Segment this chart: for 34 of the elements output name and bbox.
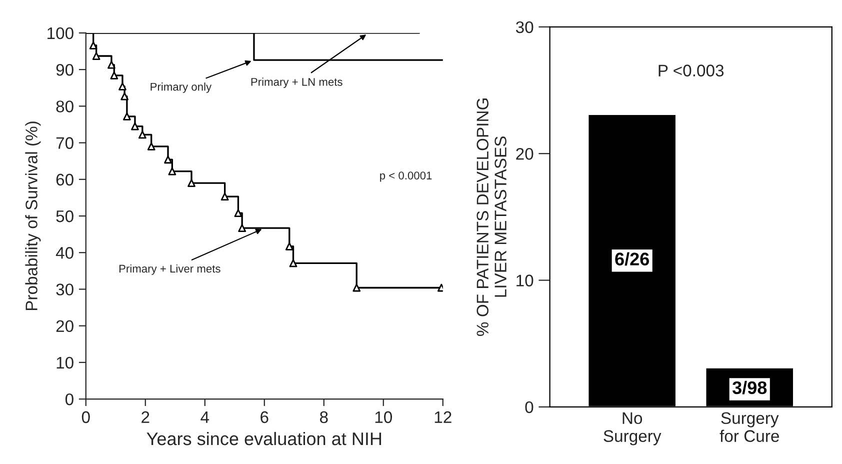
x-tick-label: 0 — [82, 411, 90, 424]
x-tick-label: Surgery for Cure — [720, 412, 779, 442]
y-axis-title: Probability of Survival (%) — [25, 122, 41, 310]
annotation: Primary + LN mets — [251, 78, 342, 88]
y-tick-label: 40 — [56, 247, 74, 259]
annotation: Primary + Liver mets — [119, 264, 220, 275]
annotation: P <0.003 — [658, 64, 724, 76]
x-tick-label: 10 — [375, 411, 392, 424]
y-tick-label: 20 — [516, 148, 534, 160]
y-tick-label: 70 — [56, 137, 74, 149]
y-tick-label: 20 — [56, 320, 74, 332]
y-axis-title: % OF PATIENTS DEVELOPING LIVER METASTASES — [476, 98, 506, 336]
y-tick-label: 100 — [48, 27, 74, 40]
annotation: p < 0.0001 — [380, 172, 432, 182]
y-tick-label: 10 — [56, 356, 74, 369]
x-tick-label: 4 — [200, 411, 210, 423]
x-axis-title: Years since evaluation at NIH — [146, 432, 382, 446]
x-tick-label: 8 — [320, 411, 328, 424]
annotation: Primary only — [150, 82, 212, 93]
y-tick-label: 90 — [56, 64, 74, 76]
y-tick-label: 0 — [65, 393, 74, 406]
y-tick-label: 30 — [56, 284, 74, 296]
x-tick-label: 6 — [260, 411, 268, 424]
y-tick-label: 30 — [516, 21, 534, 34]
x-tick-label: 12 — [434, 411, 452, 423]
y-tick-label: 0 — [525, 401, 534, 414]
data-label: 3/98 — [732, 380, 767, 394]
data-label: 6/26 — [615, 252, 650, 266]
x-tick-label: No Surgery — [604, 412, 662, 446]
y-tick-label: 80 — [56, 100, 74, 112]
x-tick-label: 2 — [142, 411, 150, 423]
y-tick-label: 10 — [516, 274, 534, 286]
y-tick-label: 60 — [56, 174, 74, 186]
y-tick-label: 50 — [56, 210, 74, 222]
